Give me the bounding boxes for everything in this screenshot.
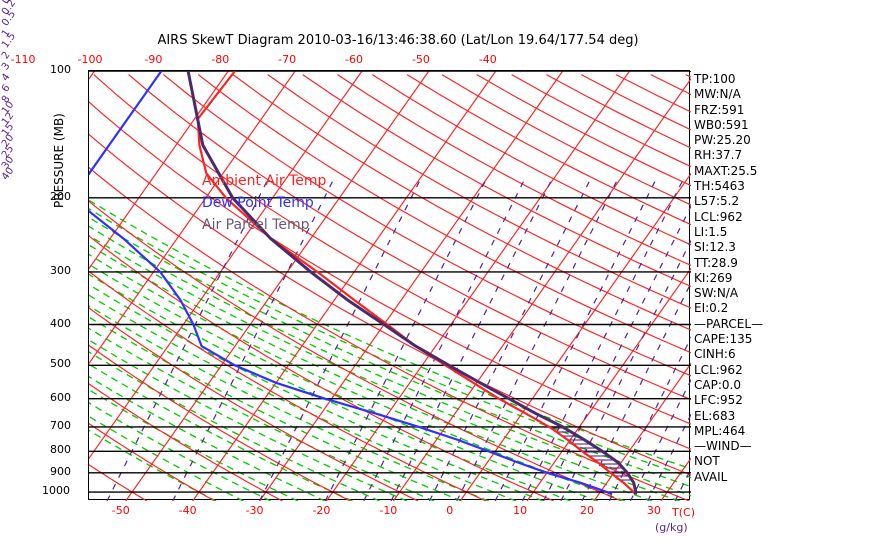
temperature-axis-unit-label: T(C) xyxy=(672,506,695,519)
pressure-tick: 500 xyxy=(50,357,71,371)
legend-air-parcel-temp: Air Parcel Temp xyxy=(202,217,310,233)
bottom-temp-tick: -10 xyxy=(379,504,398,517)
sounding-curves xyxy=(89,71,638,496)
pressure-tick: 100 xyxy=(50,63,71,76)
parameter-row: LFC:952 xyxy=(694,393,743,408)
parameter-row: LCL:962 xyxy=(694,362,743,377)
curve-dew-point-temp xyxy=(89,71,613,496)
parameter-row: CINH:6 xyxy=(694,347,736,362)
bottom-temp-tick: -20 xyxy=(312,504,331,517)
top-temp-tick: -40 xyxy=(478,53,497,66)
parameter-row: CAP:0.0 xyxy=(694,377,741,392)
parameter-row: L57:5.2 xyxy=(694,194,740,209)
parameter-row: PW:25.20 xyxy=(694,133,751,148)
curve-ambient-air-temp xyxy=(196,71,637,496)
parameter-row: MAXT:25.5 xyxy=(694,163,758,178)
pressure-tick: 400 xyxy=(50,316,71,330)
parameter-row: —PARCEL— xyxy=(694,316,764,331)
pressure-tick: 1000 xyxy=(42,484,70,498)
page-title: AIRS SkewT Diagram 2010-03-16/13:46:38.6… xyxy=(157,33,639,48)
parameter-row: SI:12.3 xyxy=(694,240,736,255)
bottom-temp-tick: 20 xyxy=(580,504,594,517)
parameter-row: TT:28.9 xyxy=(694,255,738,270)
top-temp-tick: -50 xyxy=(411,53,430,66)
parameter-row: WB0:591 xyxy=(694,117,749,132)
parameter-row: AVAIL xyxy=(694,469,728,484)
parameter-row: MPL:464 xyxy=(694,423,746,438)
pressure-tick: 800 xyxy=(50,443,71,457)
bottom-temp-tick: 10 xyxy=(513,504,528,517)
parameter-row: FRZ:591 xyxy=(694,102,745,117)
parameter-row: TP:100 xyxy=(694,72,736,86)
parameter-row: EL:683 xyxy=(694,408,736,423)
parameter-row: LI:1.5 xyxy=(694,224,728,239)
bottom-temp-tick: -30 xyxy=(245,504,264,517)
bottom-temp-tick: 0 xyxy=(446,504,454,517)
moist-adiabat-lines xyxy=(89,199,691,501)
mixing-ratio-axis-unit-label: (g/kg) xyxy=(655,521,688,534)
skewt-plot-area: Ambient Air Temp Dew Point Temp Air Parc… xyxy=(88,70,691,501)
parameter-row: LCL:962 xyxy=(694,209,743,224)
parameter-row: NOT xyxy=(694,454,720,469)
top-temp-tick: -90 xyxy=(144,53,163,66)
parameter-row: RH:37.7 xyxy=(694,148,743,163)
pressure-tick: 700 xyxy=(50,418,71,432)
legend-dew-point-temp: Dew Point Temp xyxy=(202,195,314,211)
parameter-row: CAPE:135 xyxy=(694,332,753,347)
curve-air-parcel-temp xyxy=(186,71,638,495)
bottom-temp-tick: -40 xyxy=(178,504,197,517)
parameter-row: —WIND— xyxy=(694,439,752,454)
parameter-row: EI:0.2 xyxy=(694,301,729,316)
pressure-tick: 300 xyxy=(50,263,71,277)
top-temp-tick: -100 xyxy=(77,53,103,66)
parameter-row: TH:5463 xyxy=(694,179,745,194)
skewt-svg xyxy=(89,71,691,501)
bottom-temp-tick: 30 xyxy=(646,504,661,517)
pressure-tick: 900 xyxy=(50,464,71,478)
parameter-panel: TP:100 MW:N/A FRZ:591 WB0:591 PW:25.20 RH:37.… xyxy=(694,72,870,485)
parameter-row: SW:N/A xyxy=(694,286,739,301)
pressure-tick: 600 xyxy=(50,390,71,404)
top-temp-tick: -60 xyxy=(345,53,364,66)
legend-ambient-air-temp: Ambient Air Temp xyxy=(202,173,327,189)
top-temp-tick: -80 xyxy=(211,53,230,66)
parameter-row: MW:N/A xyxy=(694,87,741,102)
isotherm-lines xyxy=(89,71,691,501)
top-temp-tick: -70 xyxy=(278,53,297,66)
top-temp-tick: -110 xyxy=(10,53,36,66)
parameter-row: KI:269 xyxy=(694,270,733,285)
pressure-tick: 200 xyxy=(50,189,71,203)
bottom-temp-tick: -50 xyxy=(111,504,130,517)
